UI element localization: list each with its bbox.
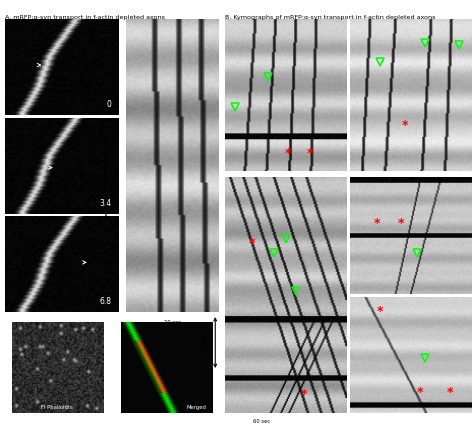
Text: B. Kymographs of mRFP:α-syn transport in f-actin depleted axons: B. Kymographs of mRFP:α-syn transport in… [225, 15, 436, 20]
Text: Kymograph
of moving
particle on left: Kymograph of moving particle on left [54, 78, 97, 94]
Text: 0: 0 [107, 100, 111, 109]
Text: *: * [401, 119, 408, 132]
Text: A. mRFP:α-syn transport in f-actin depleted axons: A. mRFP:α-syn transport in f-actin deple… [5, 15, 165, 20]
Text: *: * [447, 386, 453, 399]
Text: 10 μm: 10 μm [203, 334, 208, 351]
Text: *: * [285, 147, 292, 160]
Text: 6.8: 6.8 [100, 298, 111, 307]
Text: Fl Phalloidin: Fl Phalloidin [41, 405, 73, 410]
Text: *: * [398, 217, 404, 230]
Text: Merged: Merged [186, 405, 206, 410]
Text: 20 sec: 20 sec [164, 320, 182, 324]
Text: 10 μm: 10 μm [89, 172, 94, 189]
Text: 60 sec: 60 sec [253, 419, 270, 424]
Text: *: * [374, 217, 380, 230]
Text: *: * [377, 304, 383, 318]
Text: *: * [417, 386, 424, 399]
Text: *: * [248, 237, 255, 250]
Text: *: * [307, 147, 313, 160]
Text: 3.4: 3.4 [99, 199, 111, 208]
Text: *: * [301, 388, 308, 401]
